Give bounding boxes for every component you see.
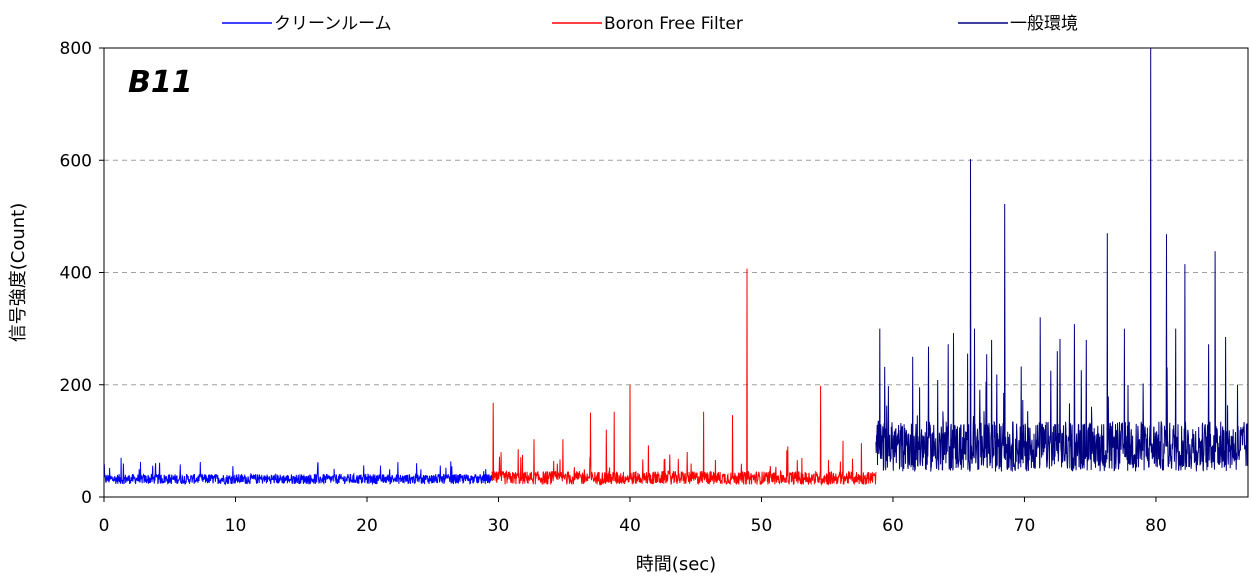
series-line-2 — [875, 47, 1249, 472]
legend-label-0: クリーンルーム — [274, 14, 392, 34]
y-axis-title: 信号強度(Count) — [8, 203, 29, 343]
x-tick-label: 40 — [619, 516, 641, 536]
legend: クリーンルーム Boron Free Filter 一般環境 — [222, 14, 1078, 34]
series-line-0 — [103, 457, 493, 486]
x-tick-label: 70 — [1014, 516, 1036, 536]
x-tick-label: 20 — [356, 516, 378, 536]
legend-label-2: 一般環境 — [1010, 14, 1078, 34]
plot-series — [103, 47, 1249, 487]
x-axis-title: 時間(sec) — [636, 554, 716, 575]
x-tick-label: 80 — [1145, 516, 1167, 536]
y-tick-label: 0 — [81, 488, 92, 508]
series-line-1 — [491, 268, 877, 487]
y-tick-label: 200 — [60, 376, 92, 396]
x-tick-label: 0 — [99, 516, 110, 536]
y-tick-label: 400 — [60, 264, 92, 284]
y-tick-label: 800 — [60, 39, 92, 59]
legend-label-1: Boron Free Filter — [604, 14, 743, 34]
x-tick-label: 60 — [882, 516, 904, 536]
x-tick-label: 10 — [225, 516, 247, 536]
grid-lines — [104, 159, 1248, 386]
x-tick-label: 50 — [751, 516, 773, 536]
y-tick-label: 600 — [60, 151, 92, 171]
chart-annotation: B11 — [128, 65, 193, 100]
x-tick-label: 30 — [488, 516, 510, 536]
axis-ticks: 0 200 400 600 800 0 10 20 30 40 50 60 70 80 — [60, 39, 1167, 536]
